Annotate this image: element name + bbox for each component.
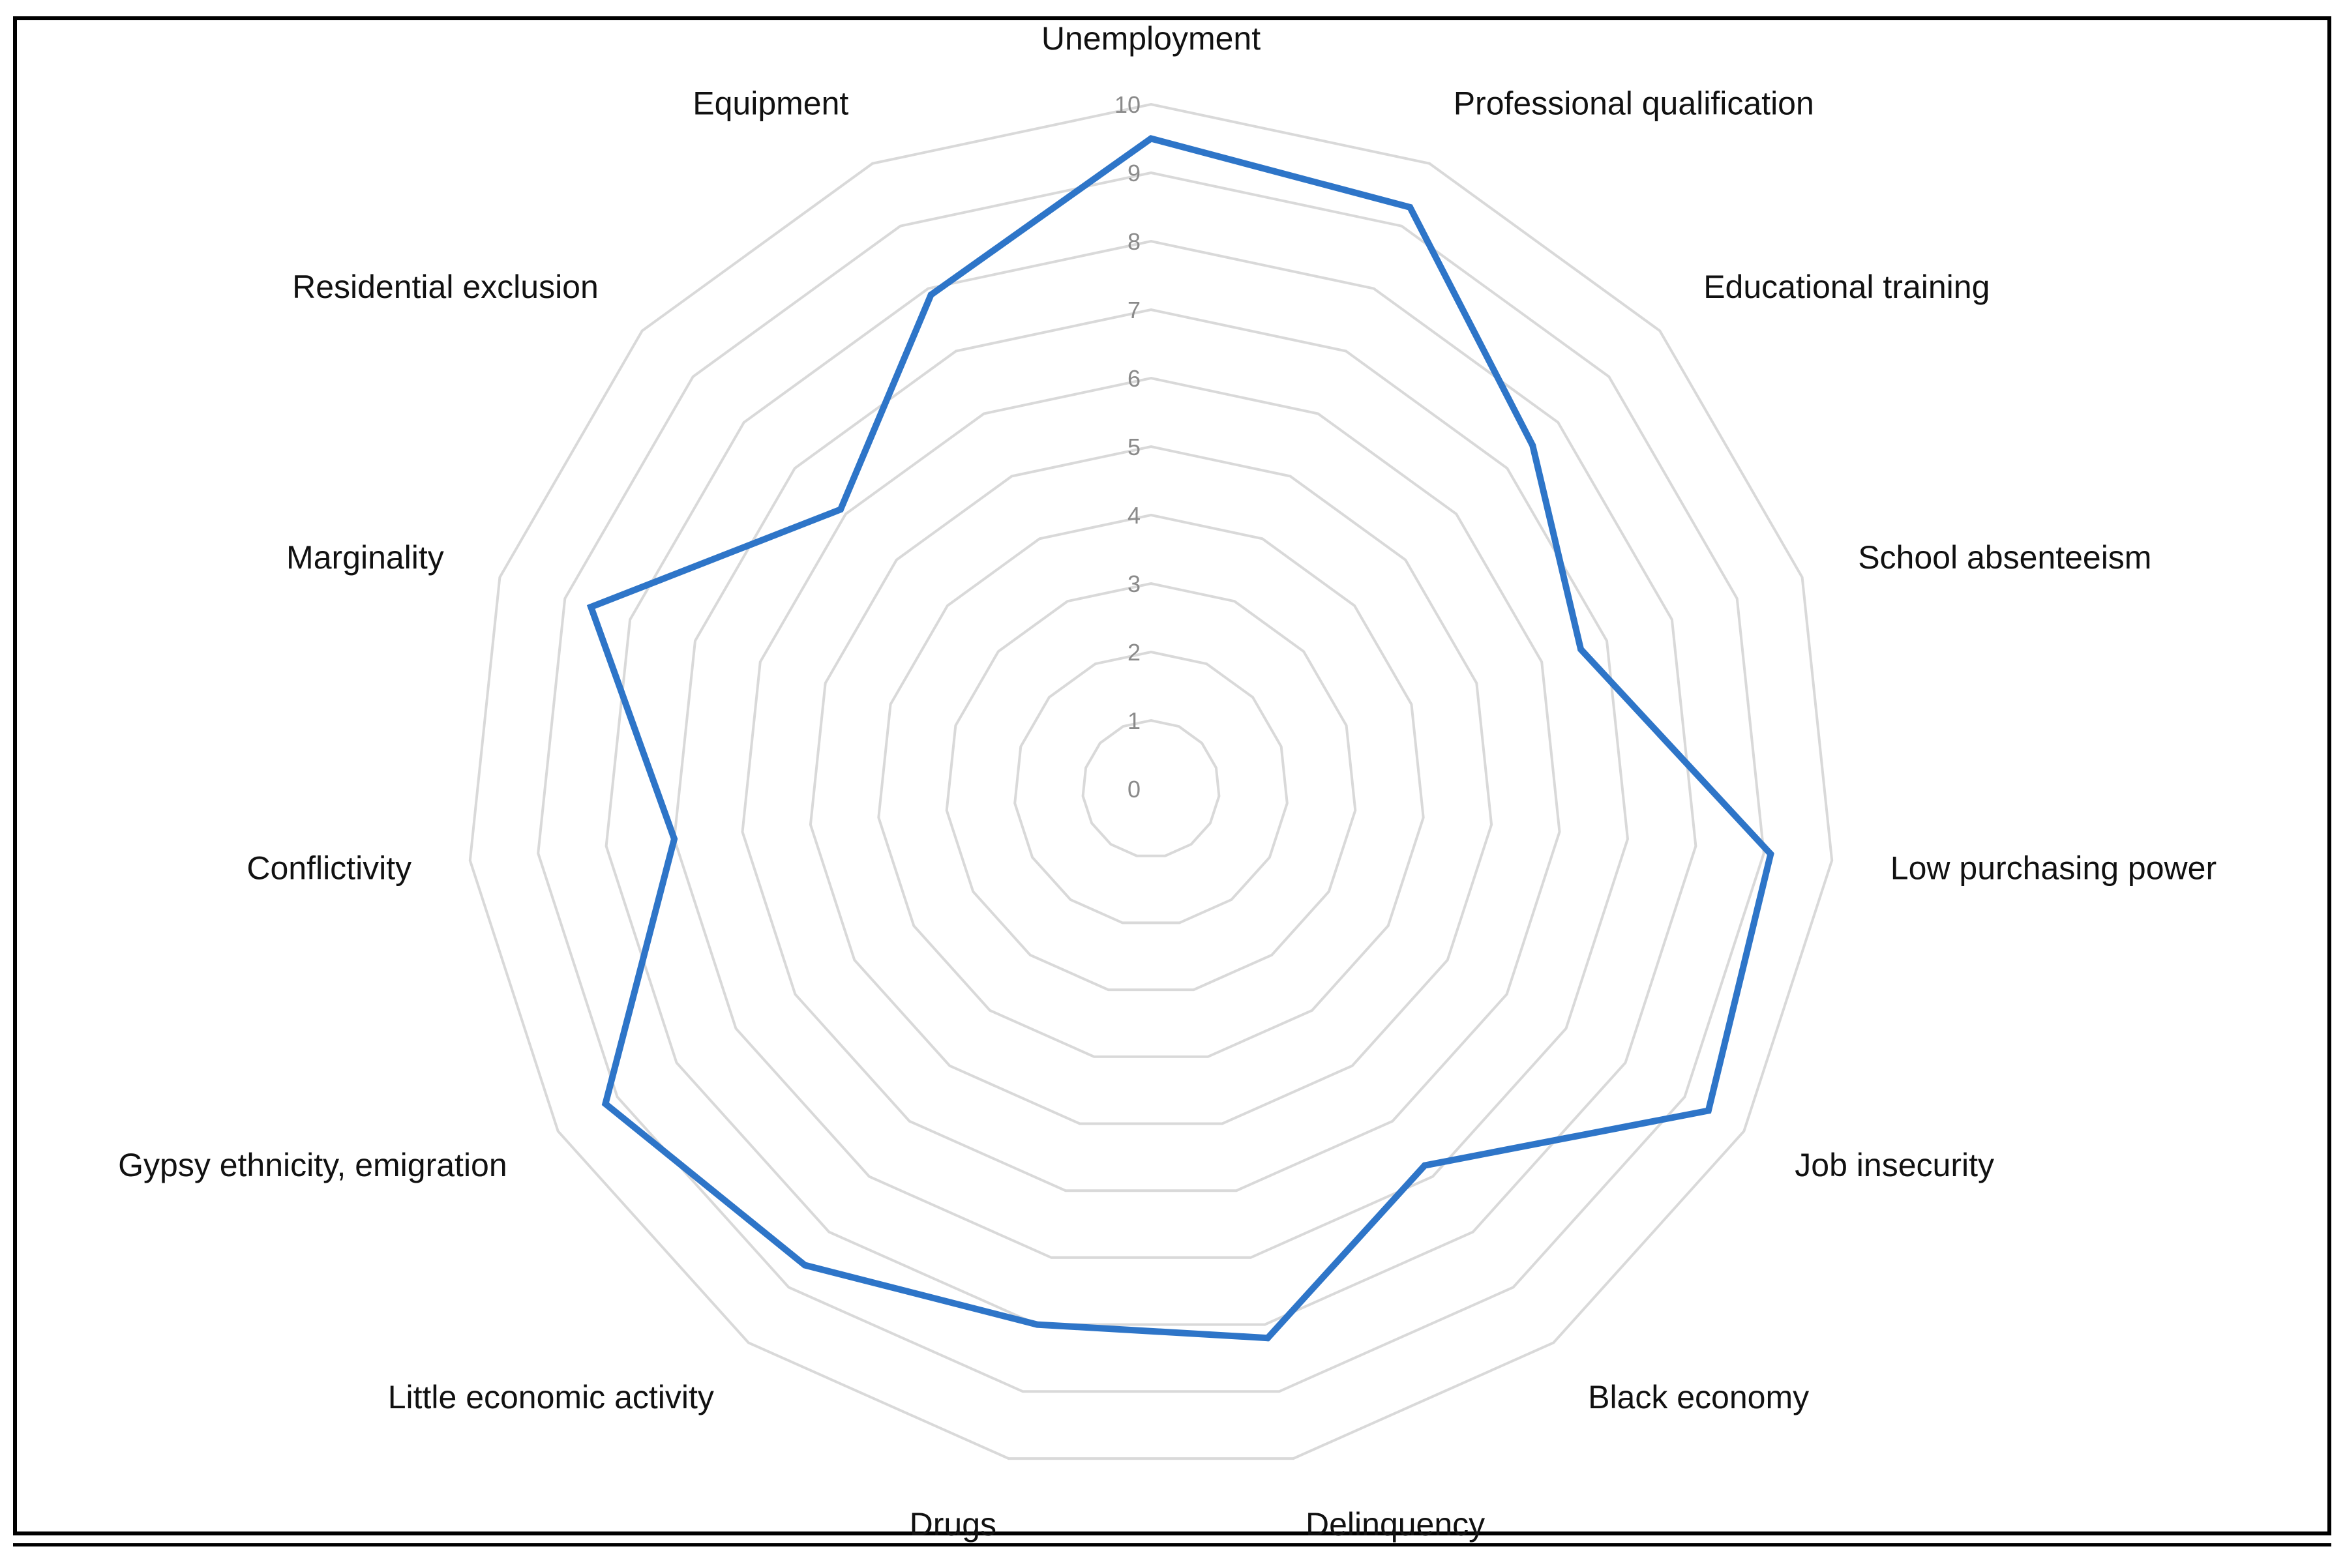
grid-ring-6 [741, 376, 1561, 1192]
category-label-unemployment: Unemployment [1041, 20, 1261, 57]
radar-series [586, 135, 1774, 1342]
data-point-professional-qualification [1407, 203, 1414, 211]
tick-label-8: 8 [1128, 228, 1141, 255]
radial-tick-labels: 0 1 2 3 4 5 6 7 8 9 10 [1114, 91, 1141, 803]
tick-label-6: 6 [1128, 365, 1141, 392]
data-point-residential-exclusion [837, 506, 844, 513]
tick-label-2: 2 [1128, 639, 1141, 666]
category-label-marginality: Marginality [286, 539, 444, 576]
chart-frame [13, 16, 2331, 1535]
category-label-low-purchasing-power: Low purchasing power [1890, 850, 2217, 886]
category-label-delinquency: Delinquency [1306, 1506, 1485, 1543]
tick-label-7: 7 [1128, 297, 1141, 323]
data-point-little-economic-activity [801, 1262, 809, 1269]
data-point-conflictivity [671, 835, 678, 842]
category-label-residential-exclusion: Residential exclusion [292, 269, 599, 305]
data-point-school-absenteeism [1577, 645, 1585, 653]
data-point-gypsy-ethnicity-emigration [602, 1101, 609, 1107]
category-label-conflictivity: Conflictivity [246, 850, 411, 886]
category-label-drugs: Drugs [910, 1506, 996, 1543]
tick-label-0: 0 [1128, 776, 1141, 803]
radar-grid [468, 102, 1834, 1460]
grid-ring-8 [605, 239, 1697, 1326]
grid-ring-3 [945, 582, 1357, 992]
data-point-marginality [588, 604, 595, 610]
category-label-school-absenteeism: School absenteeism [1858, 539, 2151, 576]
category-labels: Unemployment Professional qualification Ed… [118, 20, 2217, 1543]
grid-ring-9 [537, 171, 1765, 1393]
tick-label-5: 5 [1128, 434, 1141, 460]
data-point-black-economy [1421, 1162, 1428, 1169]
grid-ring-10 [468, 102, 1834, 1460]
series-line-1 [586, 135, 1774, 1342]
data-point-low-purchasing-power [1767, 850, 1774, 857]
category-label-professional-qualification: Professional qualification [1454, 85, 1814, 122]
category-label-equipment: Equipment [693, 85, 848, 122]
tick-label-4: 4 [1128, 502, 1141, 529]
data-point-job-insecurity [1705, 1107, 1712, 1114]
category-label-educational-training: Educational training [1703, 269, 1990, 305]
grid-ring-7 [672, 308, 1630, 1259]
data-point-unemployment [1148, 135, 1154, 142]
data-point-delinquency [1264, 1335, 1271, 1342]
tick-label-1: 1 [1128, 707, 1141, 734]
grid-ring-5 [809, 445, 1493, 1125]
category-label-black-economy: Black economy [1588, 1379, 1809, 1415]
tick-label-9: 9 [1128, 160, 1141, 186]
category-label-job-insecurity: Job insecurity [1795, 1147, 1994, 1183]
data-point-drugs [1034, 1321, 1041, 1328]
grid-ring-2 [1013, 650, 1289, 925]
frame-bottom-rule [13, 1543, 2331, 1546]
data-point-equipment [927, 291, 934, 299]
data-point-educational-training [1529, 442, 1536, 449]
grid-ring-4 [877, 513, 1425, 1058]
tick-label-3: 3 [1128, 570, 1141, 597]
tick-label-10: 10 [1114, 91, 1141, 118]
grid-ring-1 [1081, 718, 1221, 857]
category-label-gypsy-ethnicity-emigration: Gypsy ethnicity, emigration [118, 1147, 507, 1183]
category-label-little-economic-activity: Little economic activity [388, 1379, 714, 1415]
